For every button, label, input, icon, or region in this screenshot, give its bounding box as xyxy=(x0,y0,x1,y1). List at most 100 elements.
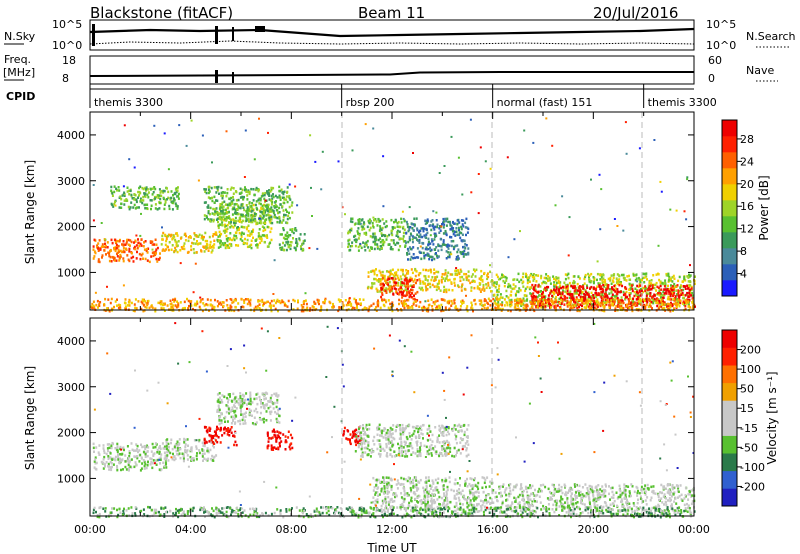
heatmap-cell xyxy=(180,246,183,249)
heatmap-cell xyxy=(624,286,627,289)
heatmap-cell xyxy=(241,239,244,242)
heatmap-cell xyxy=(547,304,550,307)
heatmap-cell xyxy=(464,242,467,246)
heatmap-cell xyxy=(507,256,510,259)
heatmap-cell xyxy=(650,279,653,282)
heatmap-cell xyxy=(457,254,460,258)
heatmap-cell xyxy=(213,239,216,242)
heatmap-cell xyxy=(207,218,210,221)
heatmap-cell xyxy=(403,228,406,231)
heatmap-cell xyxy=(653,139,656,141)
heatmap-cell xyxy=(261,392,264,395)
heatmap-cell xyxy=(435,285,438,288)
heatmap-cell xyxy=(510,290,513,293)
heatmap-cell xyxy=(147,460,149,464)
heatmap-cell xyxy=(223,431,226,435)
heatmap-cell xyxy=(122,446,125,449)
heatmap-cell xyxy=(578,286,581,289)
heatmap-cell xyxy=(260,402,263,405)
heatmap-cell xyxy=(240,225,243,229)
heatmap-cell xyxy=(282,196,284,199)
heatmap-cell xyxy=(590,285,593,289)
heatmap-cell xyxy=(444,217,447,221)
heatmap-cell xyxy=(602,298,604,301)
heatmap-cell xyxy=(160,453,163,456)
heatmap-cell xyxy=(164,461,167,464)
heatmap-cell xyxy=(434,300,437,303)
heatmap-cell xyxy=(190,304,193,307)
heatmap-cell xyxy=(288,244,291,247)
heatmap-cell xyxy=(203,441,206,445)
heatmap-cell xyxy=(203,214,206,217)
heatmap-cell xyxy=(683,277,686,281)
heatmap-cell xyxy=(425,246,428,249)
heatmap-cell xyxy=(448,278,451,282)
heatmap-cell xyxy=(210,303,212,307)
heatmap-cell xyxy=(659,292,662,295)
heatmap-cell xyxy=(427,306,430,310)
heatmap-cell xyxy=(238,231,241,235)
heatmap-cell xyxy=(615,277,618,280)
heatmap-cell xyxy=(621,273,623,277)
heatmap-cell xyxy=(501,307,504,311)
heatmap-cell xyxy=(522,297,525,300)
heatmap-cell xyxy=(687,305,690,308)
heatmap-cell xyxy=(214,439,217,442)
heatmap-cell xyxy=(284,302,286,305)
heatmap-cell xyxy=(388,233,391,237)
nsky-spike xyxy=(255,26,265,32)
heatmap-cell xyxy=(230,409,233,412)
heatmap-cell xyxy=(441,298,444,302)
heatmap-cell xyxy=(474,269,476,273)
heatmap-cell xyxy=(216,440,219,444)
heatmap-cell xyxy=(135,257,138,260)
heatmap-cell xyxy=(173,445,176,449)
heatmap-cell xyxy=(210,251,213,254)
heatmap-cell xyxy=(99,248,102,251)
heatmap-cell xyxy=(128,247,131,251)
heatmap-cell xyxy=(460,231,463,235)
heatmap-cell xyxy=(135,234,138,237)
heatmap-cell xyxy=(370,286,373,290)
heatmap-cell xyxy=(575,298,578,301)
heatmap-cell xyxy=(686,291,689,295)
heatmap-cell xyxy=(569,305,572,308)
heatmap-cell xyxy=(114,248,117,251)
heatmap-cell xyxy=(277,434,280,437)
heatmap-cell xyxy=(635,298,638,301)
heatmap-cell xyxy=(542,291,544,294)
heatmap-cell xyxy=(155,195,158,199)
heatmap-cell xyxy=(451,302,454,305)
heatmap-cell xyxy=(566,273,569,277)
heatmap-cell xyxy=(689,284,692,287)
heatmap-cell xyxy=(516,301,518,304)
heatmap-cell xyxy=(465,307,468,310)
heatmap-cell xyxy=(201,455,204,458)
heatmap-cell xyxy=(606,294,609,297)
heatmap-cell xyxy=(464,288,467,291)
heatmap-cell xyxy=(141,201,144,205)
heatmap-cell xyxy=(385,224,388,228)
heatmap-cell xyxy=(533,303,536,306)
heatmap-cell xyxy=(272,186,275,190)
heatmap-cell xyxy=(221,197,224,200)
heatmap-cell xyxy=(313,300,316,304)
heatmap-cell xyxy=(283,196,286,200)
heatmap-cell xyxy=(272,209,275,213)
heatmap-cell xyxy=(210,437,213,440)
heatmap-cell xyxy=(637,294,640,298)
heatmap-cell xyxy=(605,303,608,306)
heatmap-cell xyxy=(449,251,452,254)
heatmap-cell xyxy=(217,436,220,439)
heatmap-cell xyxy=(215,199,217,202)
heatmap-cell xyxy=(548,276,551,279)
heatmap-cell xyxy=(280,221,283,224)
heatmap-cell xyxy=(409,258,412,261)
heatmap-cell xyxy=(402,237,405,241)
heatmap-cell xyxy=(495,307,498,310)
heatmap-cell xyxy=(256,304,259,308)
heatmap-cell xyxy=(150,305,153,308)
heatmap-cell xyxy=(128,455,131,458)
heatmap-cell xyxy=(96,299,99,303)
